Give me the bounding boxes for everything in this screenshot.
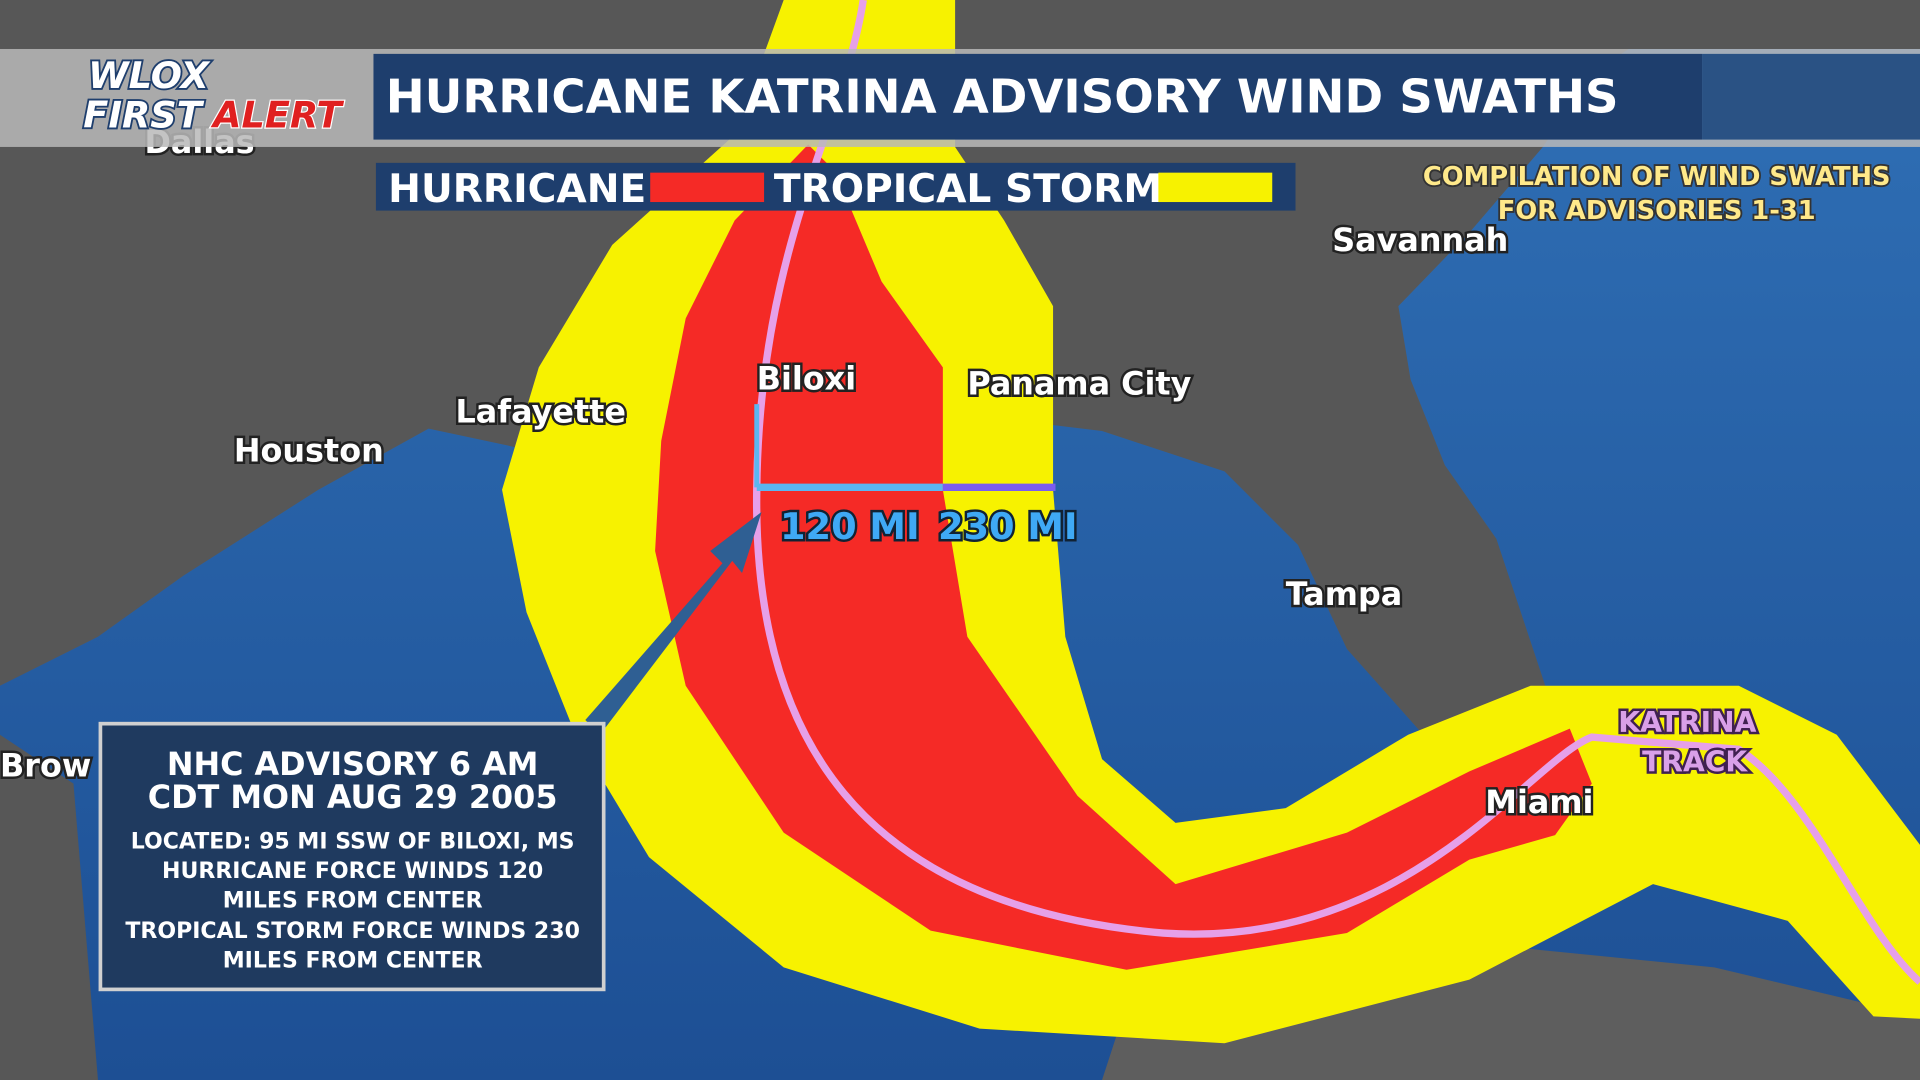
advisory-title: NHC ADVISORY 6 AM [167,745,539,783]
legend-swatch [650,172,765,203]
title-box-end [1702,53,1920,140]
note-line: COMPILATION OF WIND SWATHS [1423,162,1891,192]
city-label: Houston [234,432,384,470]
track-label: TRACK [1642,745,1748,778]
logo-wlox: WLOX [88,54,210,97]
legend-label: TROPICAL STORM [774,167,1163,212]
logo-alert: ALERT [210,93,345,136]
advisory-line: LOCATED: 95 MI SSW OF BILOXI, MS [131,830,575,855]
city-label: Biloxi [757,359,856,397]
note-line: FOR ADVISORIES 1-31 [1498,196,1816,226]
hurricane-swath [655,144,1592,970]
advisory-title: CDT MON AUG 29 2005 [148,778,558,816]
pointer-arrow [585,511,762,735]
advisory-box [98,721,606,992]
advisory-line: HURRICANE FORCE WINDS 120 [162,859,543,884]
mexico-land [0,734,98,1080]
city-label: Panama City [967,364,1191,402]
legend-box [375,162,1296,211]
logo-first: FIRST [83,93,204,136]
track-label: KATRINA [1618,706,1756,739]
city-label: Miami [1485,783,1593,821]
advisory-line: MILES FROM CENTER [223,948,483,973]
city-label: Savannah [1332,221,1508,259]
radius-label: 230 MI [938,505,1078,548]
advisory-line: TROPICAL STORM FORCE WINDS 230 [125,919,580,944]
title-box [373,53,1703,140]
title: HURRICANE KATRINA ADVISORY WIND SWATHS [386,70,1619,124]
city-label: Lafayette [456,392,626,430]
advisory-line: MILES FROM CENTER [223,888,483,913]
city-label: Tampa [1286,575,1403,613]
legend-swatch [1158,172,1273,203]
legend-label: HURRICANE [388,167,646,212]
radius-label: 120 MI [780,505,920,548]
katrina-track [753,0,1920,985]
city-label: Brow [0,746,91,784]
